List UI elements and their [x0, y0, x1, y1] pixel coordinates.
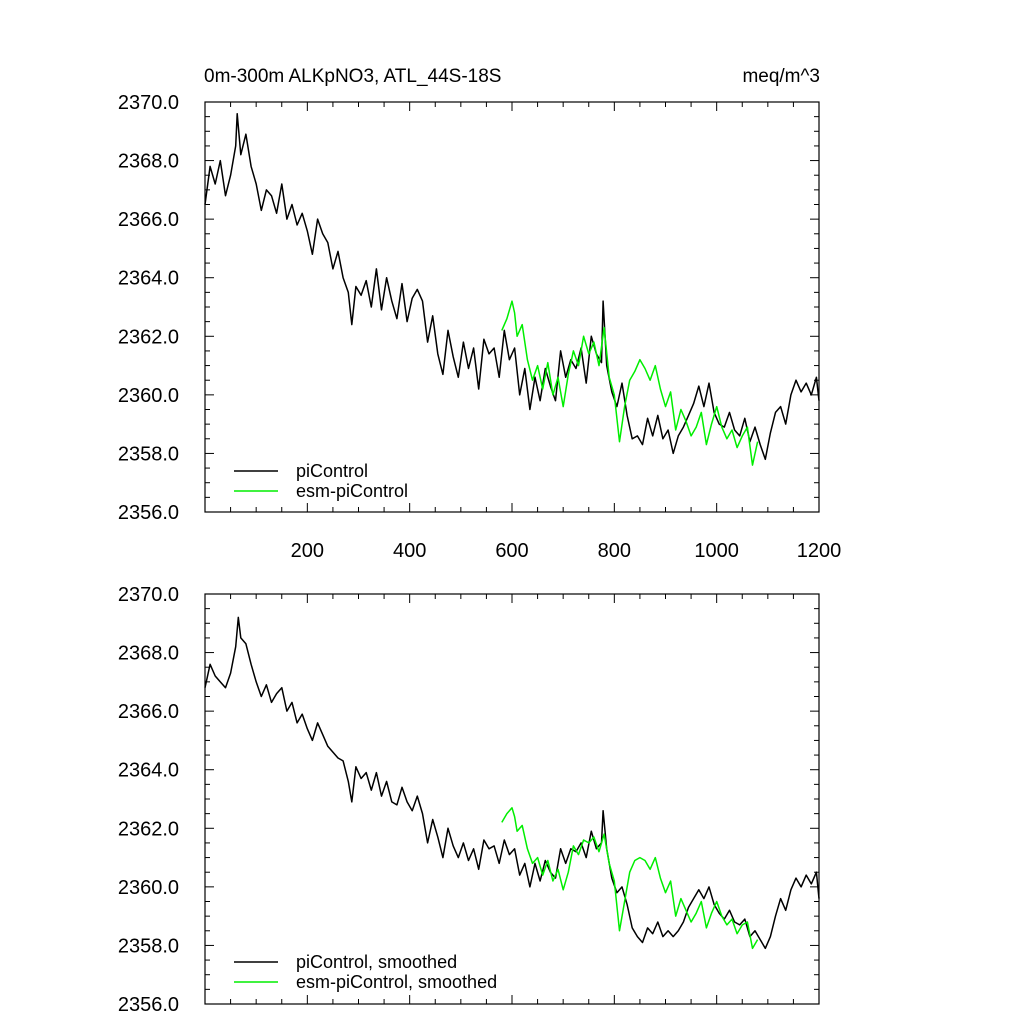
top-ytick-label: 2370.0 — [118, 92, 179, 114]
bottom-plot-frame — [204, 593, 820, 1005]
bottom-ytick-label: 2370.0 — [118, 584, 179, 606]
top-xtick-label: 1000 — [694, 540, 739, 562]
top-ytick-label: 2368.0 — [118, 151, 179, 173]
top-xtick-label: 400 — [393, 540, 426, 562]
top-series-picontrol — [204, 112, 820, 461]
legend-label-picontrol-smoothed: piControl, smoothed — [296, 952, 457, 972]
top-plot-frame — [204, 101, 820, 513]
bottom-axes: 2356.0 2358.0 2360.0 2362.0 2364.0 2366.0 2368… — [118, 584, 820, 1016]
top-ytick-label: 2360.0 — [118, 385, 179, 407]
top-xtick-label: 800 — [598, 540, 631, 562]
legend-label-picontrol: piControl — [296, 461, 368, 481]
chart-title: 0m-300m ALKpNO3, ATL_44S-18S — [204, 66, 501, 87]
panel-top: 0m-300m ALKpNO3, ATL_44S-18S meq/m^3 235… — [118, 66, 841, 562]
top-xtick-label: 600 — [495, 540, 528, 562]
top-series-esm-picontrol — [501, 300, 759, 466]
top-ytick-label: 2364.0 — [118, 268, 179, 290]
bottom-ytick-label: 2360.0 — [118, 877, 179, 899]
panel-bottom: 2356.0 2358.0 2360.0 2362.0 2364.0 2366.0 2368… — [118, 584, 820, 1016]
bottom-ytick-label: 2362.0 — [118, 818, 179, 840]
bottom-ytick-label: 2368.0 — [118, 643, 179, 665]
bottom-ytick-label: 2358.0 — [118, 935, 179, 957]
top-ytick-label: 2362.0 — [118, 326, 179, 348]
units-label: meq/m^3 — [742, 66, 820, 87]
bottom-ytick-label: 2364.0 — [118, 760, 179, 782]
bottom-ytick-label: 2356.0 — [118, 994, 179, 1016]
legend-label-esm-picontrol: esm-piControl — [296, 481, 408, 501]
top-xtick-label: 1200 — [797, 540, 842, 562]
top-axes: 2356.0 2358.0 2360.0 2362.0 2364.0 2366.0 2368… — [118, 92, 841, 562]
top-series — [204, 112, 820, 466]
bottom-series — [204, 616, 820, 950]
bottom-series-esm-picontrol-smoothed — [501, 807, 759, 950]
top-ytick-label: 2356.0 — [118, 502, 179, 524]
bottom-ytick-label: 2366.0 — [118, 701, 179, 723]
top-ytick-label: 2366.0 — [118, 209, 179, 231]
legend-label-esm-picontrol-smoothed: esm-piControl, smoothed — [296, 972, 497, 992]
top-xtick-label: 200 — [291, 540, 324, 562]
bottom-legend: piControl, smoothed esm-piControl, smoot… — [234, 952, 497, 992]
bottom-series-picontrol-smoothed — [204, 616, 820, 950]
top-legend: piControl esm-piControl — [234, 461, 408, 501]
top-ytick-label: 2358.0 — [118, 443, 179, 465]
